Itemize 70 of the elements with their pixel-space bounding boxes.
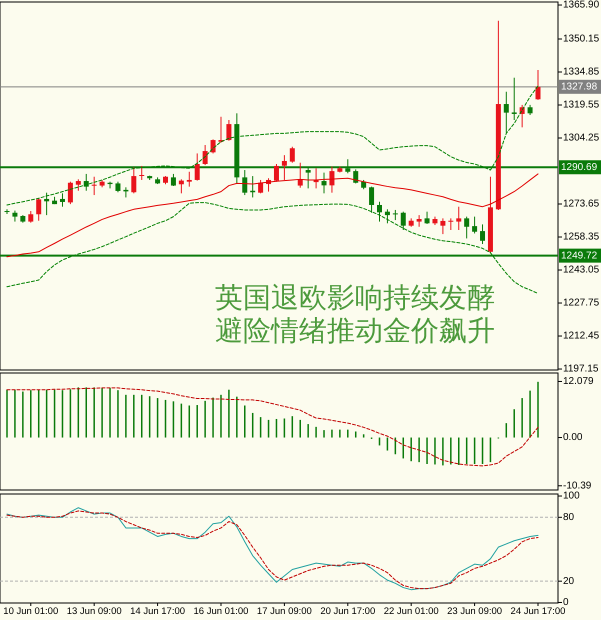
annotation: 避险情绪推动金价飙升 [215,314,495,347]
candlestick [226,119,232,142]
candlestick [131,166,136,194]
y-tick-label: 1197.15 [563,364,599,375]
candlestick [123,186,128,198]
y-tick-label: 1273.65 [563,198,600,210]
y-tick-label: 1212.45 [563,330,600,342]
x-tick-label: 14 Jun 17:00 [130,606,186,617]
ref-line-label: 1249.72 [561,250,598,262]
x-tick-label: 22 Jun 01:00 [384,606,439,617]
ref-line-label: 1290.69 [561,162,598,173]
candlestick [472,216,478,234]
candlestick [424,211,430,224]
candlestick [528,104,533,116]
candlestick [12,210,18,222]
ref-line-label: 1327.98 [561,81,598,92]
y-tick-label: 1350.15 [563,34,600,45]
candlestick [384,208,390,224]
y-tick-label: 1243.05 [563,264,600,276]
candlestick [290,146,295,164]
candlestick [329,166,334,194]
candlestick [464,216,470,239]
y-tick-label: 1258.35 [563,232,600,243]
y-tick-label: 0.00 [563,432,583,444]
x-tick-label: 23 Jun 09:00 [447,606,502,617]
candlestick [416,214,422,228]
candlestick [76,178,81,192]
candlestick [274,164,279,182]
x-tick-label: 16 Jun 01:00 [194,606,248,617]
y-tick-label: 12.079 [563,376,594,388]
y-tick-label: -10.39 [563,480,592,492]
y-tick-label: 0 [563,597,569,608]
annotation: 英国退欧影响持续发酵 [215,281,495,314]
candlestick [139,165,144,180]
candlestick [28,210,34,224]
y-tick-label: 1365.90 [563,0,600,11]
candlestick [392,209,398,221]
x-tick-label: 24 Jun 17:00 [510,606,566,617]
line-series [6,387,538,466]
candlestick [448,218,454,231]
y-tick-label: 1304.25 [563,132,600,144]
candlestick [440,218,446,235]
candlestick [68,181,73,205]
candlestick [400,211,406,231]
candlestick [202,144,208,166]
y-tick-label: 1334.85 [563,66,600,78]
candlestick [115,181,120,193]
x-tick-label: 20 Jun 17:00 [320,606,376,617]
candlestick [178,178,184,194]
candlestick [250,176,256,198]
x-tick-label: 17 Jun 09:00 [256,606,312,617]
candlestick [92,176,97,196]
candlestick [210,138,216,154]
y-tick-label: 1319.55 [563,100,600,111]
y-tick-label: 1227.75 [563,298,600,309]
candlestick [504,91,509,134]
candlestick [282,154,287,180]
candlestick [194,152,200,182]
candlestick [170,173,176,186]
x-tick-label: 13 Jun 09:00 [66,606,122,617]
y-tick-label: 20 [563,576,575,587]
y-tick-label: 100 [563,490,580,502]
candlestick [480,224,486,245]
y-tick-label: 80 [563,512,575,523]
candlestick [536,69,540,100]
x-tick-label: 10 Jun 01:00 [3,606,58,617]
candlestick [322,172,327,194]
candlestick [258,179,264,194]
candlestick [36,198,42,222]
candlestick [456,206,462,231]
